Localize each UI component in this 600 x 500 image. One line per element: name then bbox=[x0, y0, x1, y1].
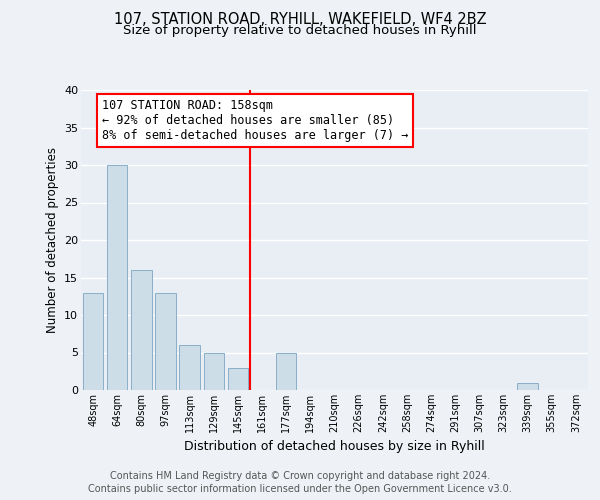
Bar bbox=[203, 352, 224, 390]
Text: 107 STATION ROAD: 158sqm
← 92% of detached houses are smaller (85)
8% of semi-de: 107 STATION ROAD: 158sqm ← 92% of detach… bbox=[101, 99, 408, 142]
Bar bbox=[83, 292, 103, 390]
Bar bbox=[131, 270, 152, 390]
Y-axis label: Number of detached properties: Number of detached properties bbox=[46, 147, 59, 333]
Bar bbox=[155, 292, 176, 390]
Bar bbox=[517, 382, 538, 390]
Text: Size of property relative to detached houses in Ryhill: Size of property relative to detached ho… bbox=[123, 24, 477, 37]
Bar bbox=[227, 368, 248, 390]
Bar bbox=[276, 352, 296, 390]
X-axis label: Distribution of detached houses by size in Ryhill: Distribution of detached houses by size … bbox=[184, 440, 485, 454]
Text: Contains HM Land Registry data © Crown copyright and database right 2024.: Contains HM Land Registry data © Crown c… bbox=[110, 471, 490, 481]
Bar bbox=[107, 165, 127, 390]
Text: 107, STATION ROAD, RYHILL, WAKEFIELD, WF4 2BZ: 107, STATION ROAD, RYHILL, WAKEFIELD, WF… bbox=[113, 12, 487, 28]
Text: Contains public sector information licensed under the Open Government Licence v3: Contains public sector information licen… bbox=[88, 484, 512, 494]
Bar bbox=[179, 345, 200, 390]
